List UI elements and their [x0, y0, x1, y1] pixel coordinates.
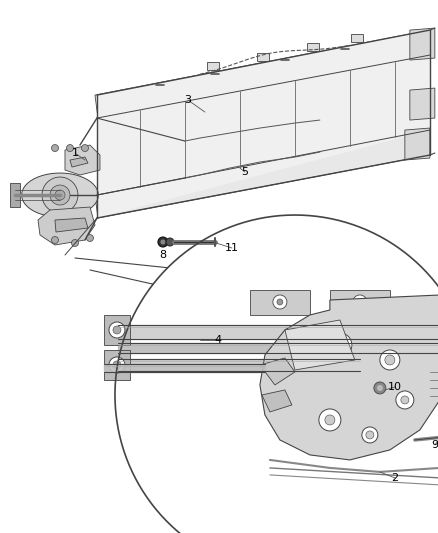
Polygon shape: [38, 207, 95, 245]
Polygon shape: [104, 350, 130, 380]
Polygon shape: [95, 130, 430, 218]
Circle shape: [277, 299, 283, 305]
Polygon shape: [21, 173, 99, 217]
Circle shape: [55, 190, 65, 200]
Polygon shape: [410, 28, 435, 60]
Circle shape: [377, 385, 383, 391]
Polygon shape: [98, 30, 430, 218]
Text: 5: 5: [241, 167, 248, 177]
Circle shape: [380, 350, 400, 370]
Circle shape: [328, 333, 352, 357]
Text: 4: 4: [214, 335, 222, 345]
Circle shape: [166, 238, 174, 246]
Text: 9: 9: [431, 440, 438, 450]
Polygon shape: [65, 145, 100, 175]
Circle shape: [273, 295, 287, 309]
Polygon shape: [405, 128, 430, 160]
Polygon shape: [410, 88, 435, 120]
Circle shape: [158, 237, 168, 247]
Circle shape: [71, 239, 78, 246]
Text: 8: 8: [159, 250, 166, 260]
Text: 3: 3: [184, 95, 191, 105]
Circle shape: [52, 144, 59, 151]
Circle shape: [113, 326, 121, 334]
Polygon shape: [307, 43, 319, 51]
Circle shape: [109, 322, 125, 338]
Polygon shape: [260, 295, 438, 460]
Circle shape: [353, 295, 367, 309]
Polygon shape: [260, 358, 295, 385]
Circle shape: [52, 237, 59, 244]
Circle shape: [366, 431, 374, 439]
Polygon shape: [262, 390, 292, 412]
Circle shape: [86, 235, 93, 241]
Circle shape: [374, 382, 386, 394]
Circle shape: [50, 185, 70, 205]
Circle shape: [113, 361, 121, 369]
Circle shape: [42, 177, 78, 213]
Circle shape: [334, 339, 346, 351]
Circle shape: [385, 355, 395, 365]
Text: 2: 2: [391, 473, 399, 483]
Circle shape: [109, 357, 125, 373]
Circle shape: [401, 396, 409, 404]
Polygon shape: [208, 62, 219, 70]
Polygon shape: [70, 157, 88, 167]
Circle shape: [160, 239, 166, 245]
Text: 11: 11: [225, 243, 239, 253]
Circle shape: [319, 409, 341, 431]
Polygon shape: [258, 53, 269, 61]
Polygon shape: [55, 218, 88, 232]
Circle shape: [81, 144, 88, 151]
Circle shape: [325, 415, 335, 425]
Circle shape: [362, 427, 378, 443]
Circle shape: [396, 391, 414, 409]
Polygon shape: [104, 315, 130, 345]
Polygon shape: [10, 183, 20, 207]
Text: 1: 1: [71, 148, 78, 158]
Polygon shape: [250, 290, 310, 315]
Polygon shape: [350, 35, 363, 43]
Polygon shape: [285, 320, 355, 370]
Polygon shape: [330, 290, 390, 315]
Polygon shape: [95, 30, 430, 118]
Text: 10: 10: [388, 382, 402, 392]
Circle shape: [67, 144, 74, 151]
